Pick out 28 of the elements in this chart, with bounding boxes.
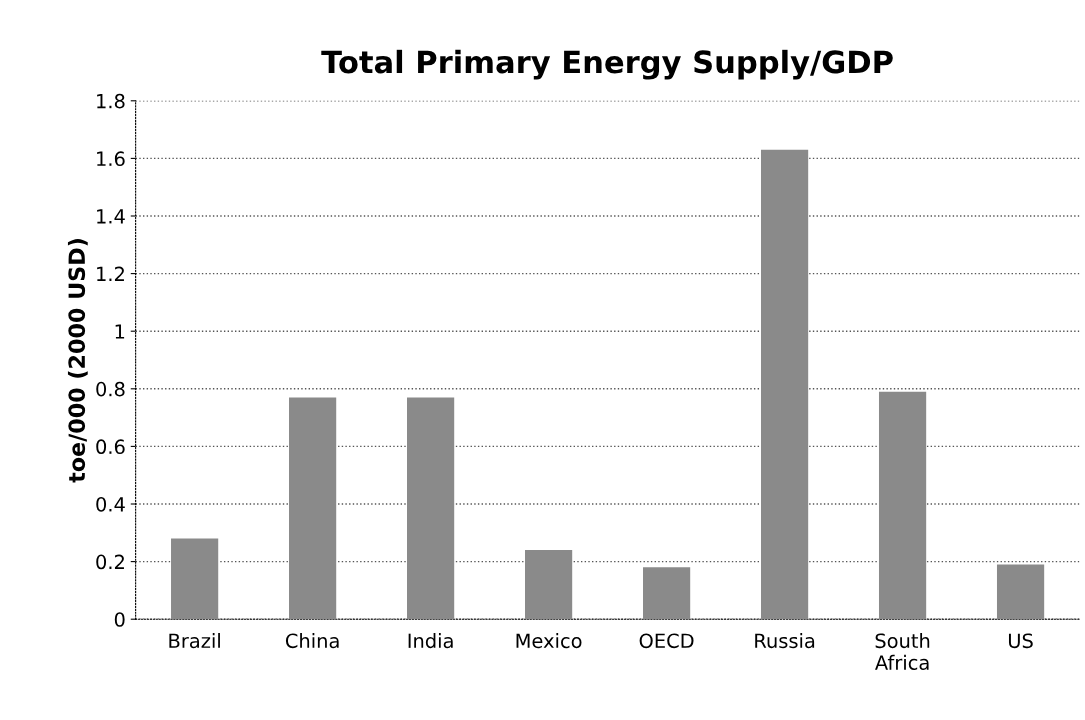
y-tick-label: 1.4 — [97, 209, 125, 224]
bar — [760, 149, 809, 620]
x-tick-label: OECD — [639, 633, 694, 649]
bar — [878, 391, 927, 620]
chart-title: Total Primary Energy Supply/GDP — [321, 49, 893, 80]
x-tick-label: South Africa — [875, 633, 930, 670]
x-tick-label: India — [408, 633, 453, 649]
x-tick-label: Brazil — [169, 633, 220, 649]
y-tick-label: 1 — [115, 324, 125, 339]
x-tick-label: Mexico — [516, 633, 582, 649]
bar — [407, 397, 455, 620]
y-tick-label: 0.2 — [96, 554, 124, 570]
x-tick-label: US — [1008, 633, 1033, 649]
bar — [525, 550, 573, 620]
y-tick-label: 1.2 — [97, 266, 124, 281]
y-tick-label: 1.8 — [97, 93, 125, 109]
bar — [996, 564, 1045, 620]
y-tick-label: 0.4 — [96, 496, 125, 512]
x-tick-label: Russia — [755, 633, 815, 649]
y-tick-label: 0.6 — [96, 439, 125, 455]
y-tick-label: 0.8 — [96, 381, 125, 397]
y-tick-label: 0 — [114, 612, 125, 627]
y-axis-title: toe/000 (2000 USD) — [67, 239, 88, 483]
bar — [171, 538, 219, 620]
bar — [289, 397, 337, 620]
y-tick-label: 1.6 — [97, 151, 125, 167]
x-tick-label: China — [285, 633, 339, 649]
bar — [643, 567, 691, 620]
